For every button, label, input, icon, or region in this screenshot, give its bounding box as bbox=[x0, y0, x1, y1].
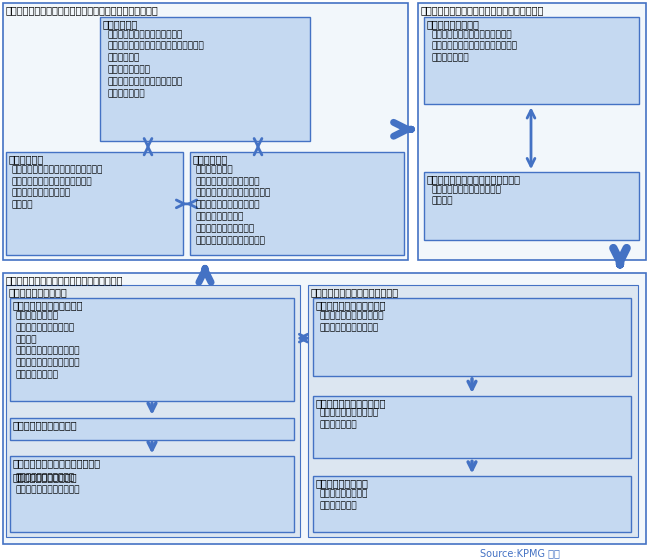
Text: アクションプランの策定: アクションプランの策定 bbox=[13, 419, 77, 430]
Text: 戦略的方向性: 戦略的方向性 bbox=[103, 19, 138, 29]
Bar bbox=[190, 152, 404, 255]
Text: 損益・キャッシュフロー、バラン
スシートの将来推移試算: 損益・キャッシュフロー、バラン スシートの将来推移試算 bbox=[13, 459, 101, 482]
Text: パフォーマンス分析: パフォーマンス分析 bbox=[427, 19, 480, 29]
Text: バランスシート・資金調達状況分析: バランスシート・資金調達状況分析 bbox=[427, 174, 521, 184]
Bar bbox=[313, 396, 631, 459]
Bar bbox=[10, 298, 294, 401]
Text: 金融機関、投資家の期待収
益考慮後の事業価値算出: 金融機関、投資家の期待収 益考慮後の事業価値算出 bbox=[319, 311, 383, 332]
Text: 事業・財務の前提条件設定: 事業・財務の前提条件設定 bbox=[13, 300, 83, 310]
Text: 事業実態把握と戦略策定において
特定された視点での財務のパフォー
マンス実態把握: 事業実態把握と戦略策定において 特定された視点での財務のパフォー マンス実態把握 bbox=[431, 30, 517, 62]
Text: 財務健全性、資金調達状況、
会計方針: 財務健全性、資金調達状況、 会計方針 bbox=[431, 185, 501, 206]
Bar bbox=[6, 286, 300, 537]
Text: 必要資金の性格特定
調達手法の選定: 必要資金の性格特定 調達手法の選定 bbox=[319, 489, 367, 510]
Text: 事業価値・資金調達額算出: 事業価値・資金調達額算出 bbox=[316, 300, 387, 310]
Text: 事業・財務モデリング: 事業・財務モデリング bbox=[9, 287, 68, 297]
Bar bbox=[100, 17, 310, 141]
Text: 経営・管理体制
展開・プロモーション体制
提供サービスの内容、価格設定
人的資源、物的資源調達力
コスト構造・生産性
人的資源、人材調達体制
設備投資、メンテナ: 経営・管理体制 展開・プロモーション体制 提供サービスの内容、価格設定 人的資源… bbox=[195, 165, 270, 245]
Text: 前提条件に基づくモデル
複数シナリオに基づく検証: 前提条件に基づくモデル 複数シナリオに基づく検証 bbox=[16, 473, 81, 494]
Text: 外部環境分析: 外部環境分析 bbox=[9, 154, 44, 164]
Text: 事業モデルの特定
利用者セグメントの特定
価格設定
利用者獲得数、喪失数設定
人員戦略、教育・採用方針
物的資源投資方針: 事業モデルの特定 利用者セグメントの特定 価格設定 利用者獲得数、喪失数設定 人… bbox=[16, 311, 81, 379]
Bar bbox=[10, 456, 294, 532]
Text: 資金調達・投資計画の設定: 資金調達・投資計画の設定 bbox=[316, 398, 387, 408]
Text: 展開地域・商圏のデモグラフィー（人
口推移、地域特性、所得水準等）
競合および代替サービス
制度環境: 展開地域・商圏のデモグラフィー（人 口推移、地域特性、所得水準等） 競合および代… bbox=[11, 165, 103, 209]
Text: 内部環境分析: 内部環境分析 bbox=[193, 154, 228, 164]
Text: 事業・財務のモデリングとバリュエーション: 事業・財務のモデリングとバリュエーション bbox=[6, 276, 123, 286]
Bar bbox=[313, 477, 631, 532]
Bar bbox=[418, 3, 646, 260]
Text: ビジョン、事業ポートフォリオ
利用者セグメント（地域、身体状況等）
利用者フロー
差別化・集中戦略
展開戦略、プロモーション方針
競合・連携戦略: ビジョン、事業ポートフォリオ 利用者セグメント（地域、身体状況等） 利用者フロー… bbox=[107, 30, 203, 98]
Bar bbox=[6, 152, 183, 255]
Text: 事業実態の把握（事業デューディリジェンス）と戦略策定: 事業実態の把握（事業デューディリジェンス）と戦略策定 bbox=[6, 5, 159, 15]
Text: 事業価値分析・資金調達計画策定: 事業価値分析・資金調達計画策定 bbox=[311, 287, 399, 297]
Bar bbox=[10, 418, 294, 440]
Text: Source:KPMG 作成: Source:KPMG 作成 bbox=[480, 548, 560, 558]
Text: 財務実態の把握（財務デューディリジェンス）: 財務実態の把握（財務デューディリジェンス） bbox=[421, 5, 545, 15]
Bar bbox=[424, 172, 639, 240]
Bar bbox=[308, 286, 638, 537]
Text: 融資返済期間の見積もり
投資余力の算出: 融資返済期間の見積もり 投資余力の算出 bbox=[319, 409, 378, 430]
Bar bbox=[3, 273, 646, 544]
Bar bbox=[424, 17, 639, 104]
Bar bbox=[3, 3, 408, 260]
Text: 資金調達手法の選定: 資金調達手法の選定 bbox=[316, 478, 369, 488]
Bar bbox=[313, 298, 631, 376]
